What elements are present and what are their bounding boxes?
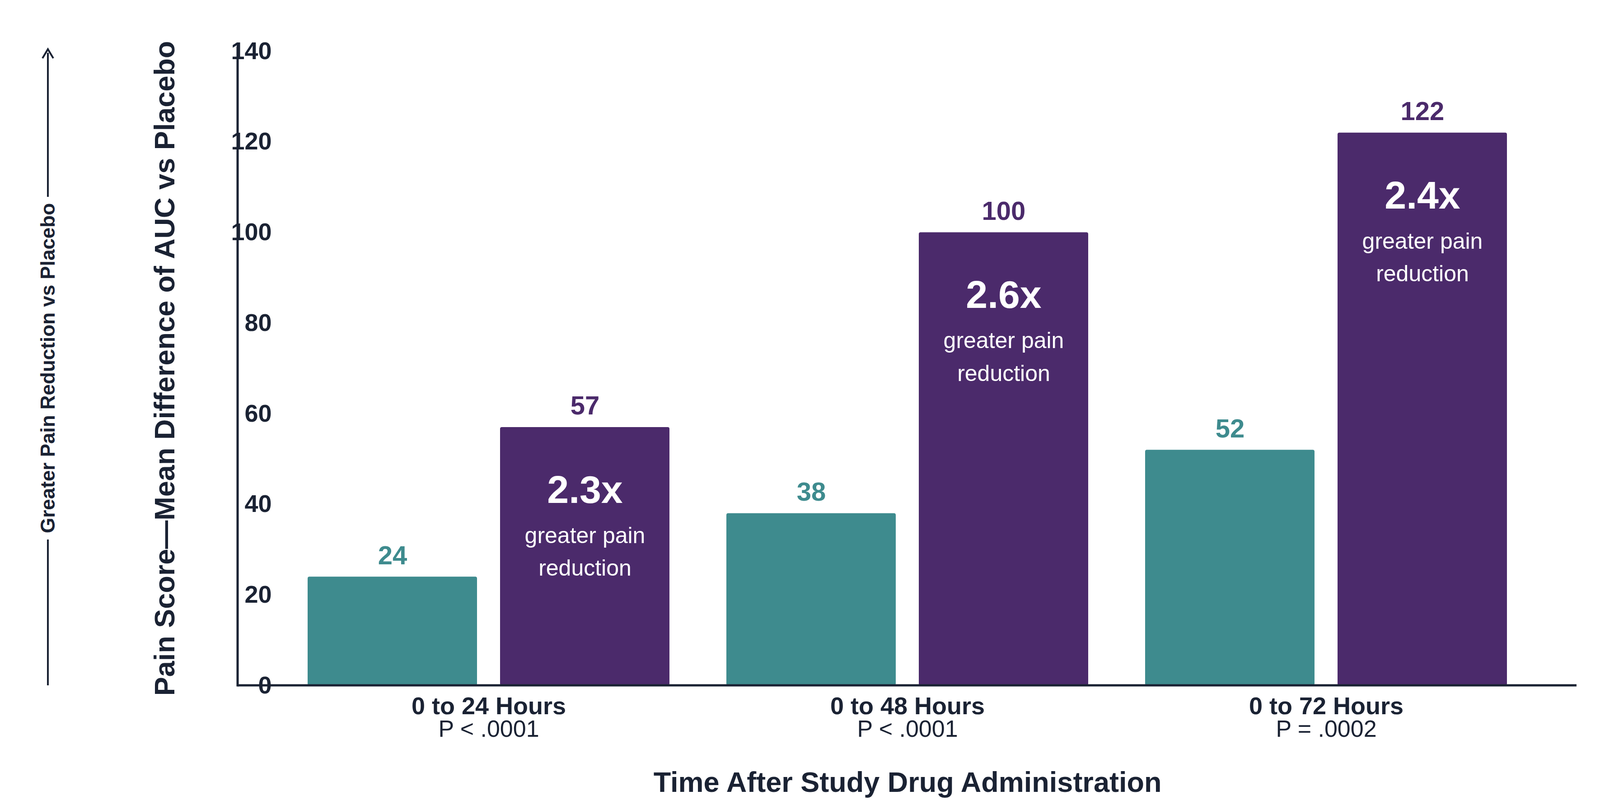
svg-text:24: 24 — [378, 540, 408, 571]
svg-text:greater painreduction: greater painreduction — [1362, 228, 1484, 287]
svg-text:100: 100 — [982, 196, 1026, 226]
svg-text:greater painreduction: greater painreduction — [943, 327, 1065, 387]
svg-text:122: 122 — [1400, 96, 1445, 126]
svg-text:52: 52 — [1215, 413, 1245, 444]
svg-text:0 to 24 Hours: 0 to 24 Hours — [411, 692, 567, 720]
svg-text:2.4x: 2.4x — [1384, 173, 1461, 217]
svg-text:2.6x: 2.6x — [965, 272, 1042, 317]
svg-text:20: 20 — [244, 580, 272, 609]
svg-text:P = .0002: P = .0002 — [1275, 715, 1377, 743]
svg-text:P < .0001: P < .0001 — [856, 715, 958, 743]
svg-text:0: 0 — [258, 671, 272, 699]
svg-text:38: 38 — [796, 477, 827, 507]
svg-text:60: 60 — [244, 399, 272, 427]
svg-text:120: 120 — [231, 127, 272, 155]
svg-text:0 to 48 Hours: 0 to 48 Hours — [830, 692, 985, 720]
svg-text:0 to 72 Hours: 0 to 72 Hours — [1249, 692, 1404, 720]
svg-text:57: 57 — [570, 390, 600, 421]
svg-text:2.3x: 2.3x — [547, 467, 623, 512]
svg-text:Time After Study Drug Administ: Time After Study Drug Administration — [653, 766, 1162, 799]
svg-text:40: 40 — [244, 490, 272, 518]
svg-text:greater painreduction: greater painreduction — [524, 523, 646, 582]
svg-text:Greater Pain Reduction vs Plac: Greater Pain Reduction vs Placebo — [36, 203, 59, 534]
svg-text:140: 140 — [231, 36, 272, 65]
svg-text:Pain Score—Mean Difference of: Pain Score—Mean Difference of AUC vs Pla… — [148, 41, 181, 697]
svg-text:80: 80 — [244, 308, 272, 337]
svg-text:P < .0001: P < .0001 — [438, 715, 539, 743]
svg-text:100: 100 — [231, 218, 272, 246]
